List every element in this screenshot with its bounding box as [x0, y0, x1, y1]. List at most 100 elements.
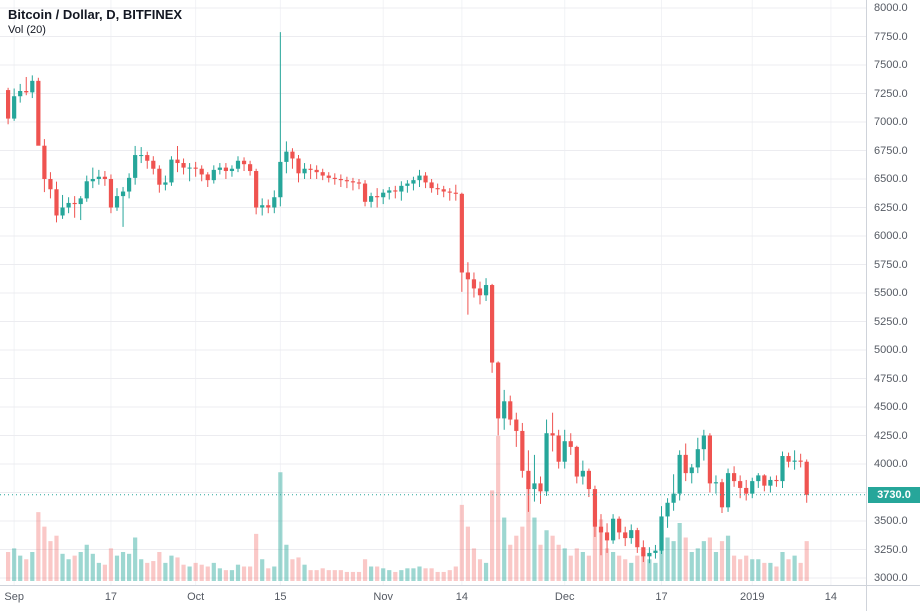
candle-body: [278, 161, 283, 198]
candle-body: [538, 483, 543, 492]
candle-body: [114, 196, 120, 208]
candle-body: [90, 179, 95, 182]
volume-bar: [36, 512, 41, 581]
candle-body: [732, 473, 737, 482]
candle-body: [483, 285, 489, 296]
price-tick-label: 7250.0: [874, 87, 908, 100]
volume-bar: [344, 571, 349, 581]
volume-bar: [780, 552, 785, 581]
volume-bar: [127, 553, 132, 581]
candle-body: [260, 205, 265, 208]
candle-body: [532, 483, 537, 490]
candle-body: [284, 151, 289, 162]
volume-bar: [713, 552, 719, 581]
price-tick-label: 3500.0: [874, 515, 908, 527]
candle-body: [774, 479, 779, 482]
volume-bar: [24, 559, 29, 581]
time-tick-label: 17: [655, 591, 668, 603]
candle-body: [362, 183, 368, 202]
time-axis[interactable]: Sep 17 Oct 15 Nov 14 Dec 17 2019 14: [0, 585, 866, 611]
price-chart-canvas[interactable]: [0, 0, 866, 585]
candle-body: [229, 168, 235, 172]
candle-body: [157, 168, 162, 185]
candle-body: [695, 449, 700, 468]
candle-body: [701, 435, 706, 450]
candle-body: [435, 188, 440, 190]
candle-body: [296, 158, 301, 174]
volume-bar: [429, 568, 434, 581]
volume-bar: [284, 544, 289, 581]
volume-bar: [514, 535, 519, 581]
volume-bar: [465, 526, 470, 581]
candle-body: [344, 180, 349, 182]
volume-bar: [611, 552, 616, 581]
volume-bar: [84, 544, 89, 581]
volume-bar: [659, 530, 664, 581]
candle-body: [332, 177, 337, 179]
volume-bar: [338, 570, 343, 581]
volume-bar: [193, 562, 198, 581]
volume-bar: [405, 568, 410, 581]
volume-bar: [6, 552, 11, 581]
candle-body: [375, 196, 380, 198]
volume-indicator-label[interactable]: Vol (20): [8, 24, 46, 36]
volume-bar: [483, 562, 489, 581]
candle-body: [471, 279, 477, 289]
time-tick-label: 14: [824, 591, 838, 603]
volume-bar: [671, 541, 676, 581]
volume-bar: [78, 552, 83, 581]
candle-body: [683, 454, 688, 474]
volume-bar: [375, 566, 380, 581]
volume-bar: [332, 570, 337, 581]
candle-body: [36, 80, 41, 146]
candle-body: [520, 430, 525, 471]
candle-body: [514, 419, 519, 431]
volume-bar: [266, 568, 271, 581]
candle-body: [586, 470, 591, 490]
price-tick-label: 4000.0: [874, 458, 908, 470]
candle-body: [387, 190, 392, 193]
volume-bar: [187, 566, 192, 581]
candle-body: [756, 475, 761, 482]
time-tick-label: Dec: [554, 591, 575, 603]
candle-body: [350, 181, 356, 183]
volume-bar: [471, 548, 477, 581]
volume-bar: [568, 555, 573, 581]
candle-body: [665, 502, 670, 517]
price-tick-label: 5000.0: [874, 344, 908, 356]
volume-bar: [695, 548, 700, 581]
candle-body: [580, 470, 585, 477]
volume-bar: [48, 541, 53, 581]
volume-bar: [145, 562, 150, 581]
volume-bar: [42, 526, 47, 581]
candle-body: [465, 272, 470, 280]
candle-body: [792, 460, 797, 462]
volume-bar: [369, 566, 374, 581]
candle-body: [133, 155, 138, 178]
volume-bar: [114, 555, 120, 581]
volume-bar: [647, 559, 652, 581]
time-tick-label: 15: [274, 591, 287, 603]
volume-bar: [157, 552, 162, 581]
price-axis[interactable]: 3000.03250.03500.03750.04000.04250.04500…: [866, 0, 920, 611]
candle-body: [338, 179, 343, 181]
candle-body: [459, 193, 464, 273]
volume-bar: [550, 535, 555, 581]
candle-body: [235, 160, 241, 169]
volume-bar: [54, 535, 59, 581]
volume-bar: [768, 562, 773, 581]
candle-body: [659, 516, 664, 551]
volume-bar: [435, 571, 440, 581]
volume-bar: [393, 571, 398, 581]
candle-body: [689, 467, 694, 474]
candle-body: [217, 167, 222, 170]
volume-bar: [496, 436, 501, 581]
candle-body: [768, 479, 773, 486]
candle-body: [556, 435, 561, 462]
candle-body: [84, 181, 89, 199]
volume-bar: [804, 541, 809, 581]
candle-body: [18, 90, 23, 97]
candle-body: [151, 160, 156, 169]
candle-body: [169, 159, 174, 183]
symbol-title[interactable]: Bitcoin / Dollar, D, BITFINEX: [8, 7, 183, 22]
